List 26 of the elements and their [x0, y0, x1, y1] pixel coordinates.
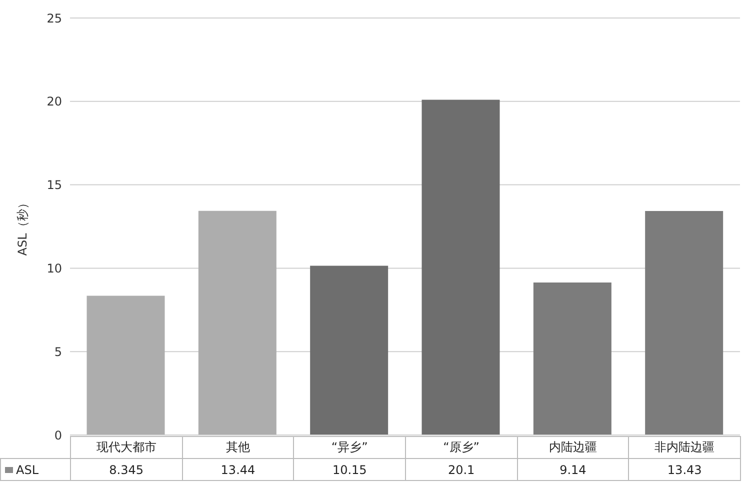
bar [198, 210, 276, 435]
x-tick-label: “原乡” [405, 436, 518, 458]
x-tick-label: 非内陆边疆 [628, 436, 740, 458]
bar [645, 210, 724, 435]
data-label: 10.15 [294, 458, 406, 480]
y-tick-label: 5 [54, 344, 62, 359]
data-label: 9.14 [517, 458, 629, 480]
y-tick-label: 10 [46, 261, 62, 276]
x-tick-label: 内陆边疆 [517, 436, 629, 458]
data-label: 13.43 [628, 458, 740, 480]
legend-label: ASL [16, 463, 39, 477]
bar [310, 266, 388, 435]
bar [422, 100, 500, 435]
y-tick-label: 15 [46, 178, 62, 192]
data-label: 8.345 [70, 458, 182, 480]
bar [533, 282, 612, 435]
y-axis-title: ASL（秒） [15, 197, 30, 256]
data-label: 13.44 [182, 458, 294, 480]
y-tick-label: 25 [46, 11, 62, 26]
bar [86, 296, 165, 435]
data-label: 20.1 [405, 458, 518, 480]
x-tick-label: 其他 [182, 436, 294, 458]
y-tick-label: 20 [46, 94, 62, 109]
y-tick-label: 0 [54, 428, 62, 442]
x-tick-label: 现代大都市 [70, 436, 182, 458]
x-tick-label: “异乡” [294, 436, 406, 458]
